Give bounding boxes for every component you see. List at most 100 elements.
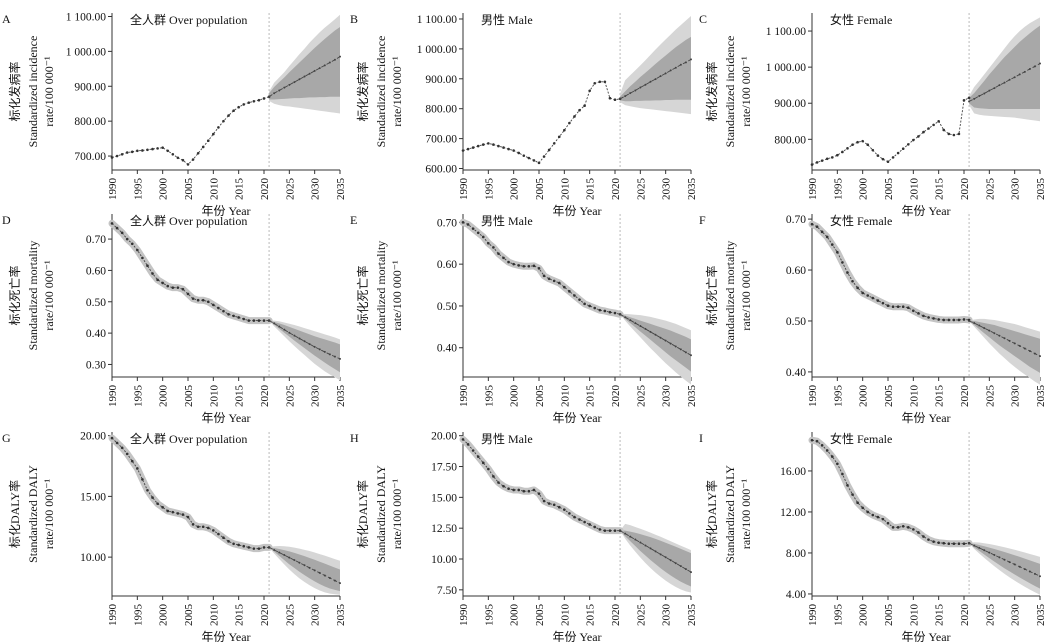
forecast-line	[619, 313, 692, 356]
observed-point	[881, 517, 885, 521]
x-tick-label: 2025	[635, 178, 647, 201]
y-axis-label-line: rate/100 000⁻¹	[390, 260, 404, 331]
forecast-point	[634, 538, 637, 541]
forecast-point	[333, 58, 336, 61]
x-tick-label: 1990	[458, 385, 470, 408]
forecast-point	[629, 535, 632, 538]
forecast-point	[619, 529, 622, 532]
observed-point	[151, 272, 154, 275]
x-axis-label: 年份 Year	[201, 204, 250, 218]
forecast-point	[988, 329, 991, 332]
observed-point	[836, 250, 839, 254]
observed-point	[262, 97, 266, 100]
x-tick-label: 2035	[335, 385, 347, 408]
observed-point	[856, 501, 859, 505]
observed-point	[466, 147, 470, 151]
observed-point	[583, 104, 586, 108]
y-tick-label: 900.00	[74, 81, 106, 93]
x-tick-label: 2005	[883, 604, 895, 627]
observed-point	[957, 132, 961, 136]
observed-point	[481, 461, 485, 465]
observed-point	[917, 312, 920, 315]
x-tick-label: 1995	[483, 604, 495, 627]
x-tick-label: 2030	[1010, 385, 1022, 408]
observed-point	[212, 529, 215, 532]
observed-point	[876, 299, 880, 302]
forecast-point	[679, 348, 682, 351]
y-axis-label-line: Standardized incidence	[723, 36, 737, 148]
y-tick-label: 15.00	[80, 491, 106, 503]
y-tick-label: 0.40	[786, 367, 806, 379]
observed-point	[901, 525, 905, 528]
forecast-point	[298, 337, 301, 340]
y-tick-label: 900.00	[774, 98, 806, 110]
observed-point	[608, 310, 612, 314]
observed-point	[146, 489, 149, 492]
observed-point	[196, 525, 200, 529]
observed-point	[217, 126, 220, 129]
observed-point	[568, 121, 571, 125]
observed-point	[810, 438, 814, 442]
x-tick-label: 2035	[1035, 178, 1047, 201]
observed-point	[942, 541, 946, 545]
observed-point	[896, 526, 900, 529]
ci95-band	[620, 313, 691, 385]
observed-point	[522, 264, 526, 268]
observed-point	[825, 235, 829, 239]
observed-point	[820, 159, 824, 162]
observed-point	[146, 264, 149, 268]
observed-point	[201, 298, 205, 302]
y-tick-label: 0.50	[786, 316, 806, 328]
observed-point	[191, 297, 195, 300]
y-tick-label: 700.00	[74, 151, 106, 163]
observed-point	[512, 488, 515, 492]
forecast-point	[313, 569, 316, 572]
observed-point	[141, 149, 144, 152]
y-axis-label-line: rate/100 000⁻¹	[42, 478, 56, 549]
forecast-point	[684, 61, 687, 64]
panel-letter: D	[2, 213, 11, 227]
y-tick-label: 800.00	[425, 104, 457, 116]
observed-point	[836, 153, 839, 157]
observed-point	[922, 314, 925, 318]
y-axis-label-line: 标化发病率	[355, 61, 370, 121]
x-tick-label: 2020	[259, 385, 271, 408]
observed-point	[593, 306, 597, 310]
observed-point	[927, 127, 930, 130]
observed-line	[462, 81, 621, 164]
observed-point	[856, 140, 859, 144]
observed-point	[603, 309, 607, 313]
observed-point	[461, 221, 465, 224]
observed-point	[962, 318, 966, 321]
observed-point	[487, 467, 490, 471]
observed-point	[141, 256, 144, 260]
observed-point	[476, 231, 480, 235]
observed-point	[237, 543, 240, 547]
observed-point	[927, 538, 930, 541]
observed-point	[247, 319, 251, 322]
panel-letter: B	[350, 12, 358, 26]
forecast-point	[1028, 67, 1031, 70]
forecast-point	[283, 328, 286, 331]
observed-point	[906, 306, 910, 310]
observed-point	[156, 278, 159, 282]
forecast-point	[278, 89, 281, 92]
forecast-point	[674, 345, 677, 348]
x-tick-label: 1990	[458, 178, 470, 201]
observed-point	[871, 148, 875, 152]
observed-point	[110, 156, 114, 159]
y-axis-label-line: rate/100 000⁻¹	[739, 478, 753, 549]
forecast-point	[1028, 570, 1031, 573]
observed-point	[466, 443, 470, 446]
forecast-point	[993, 87, 996, 90]
panel-letter: E	[350, 213, 357, 227]
forecast-point	[993, 554, 996, 556]
observed-point	[912, 528, 915, 531]
x-tick-label: 2000	[858, 178, 870, 201]
forecast-point	[313, 345, 316, 348]
observed-point	[886, 521, 890, 525]
observed-point	[841, 150, 844, 154]
observed-point	[820, 444, 824, 447]
observed-point	[156, 147, 159, 150]
observed-point	[502, 484, 505, 488]
